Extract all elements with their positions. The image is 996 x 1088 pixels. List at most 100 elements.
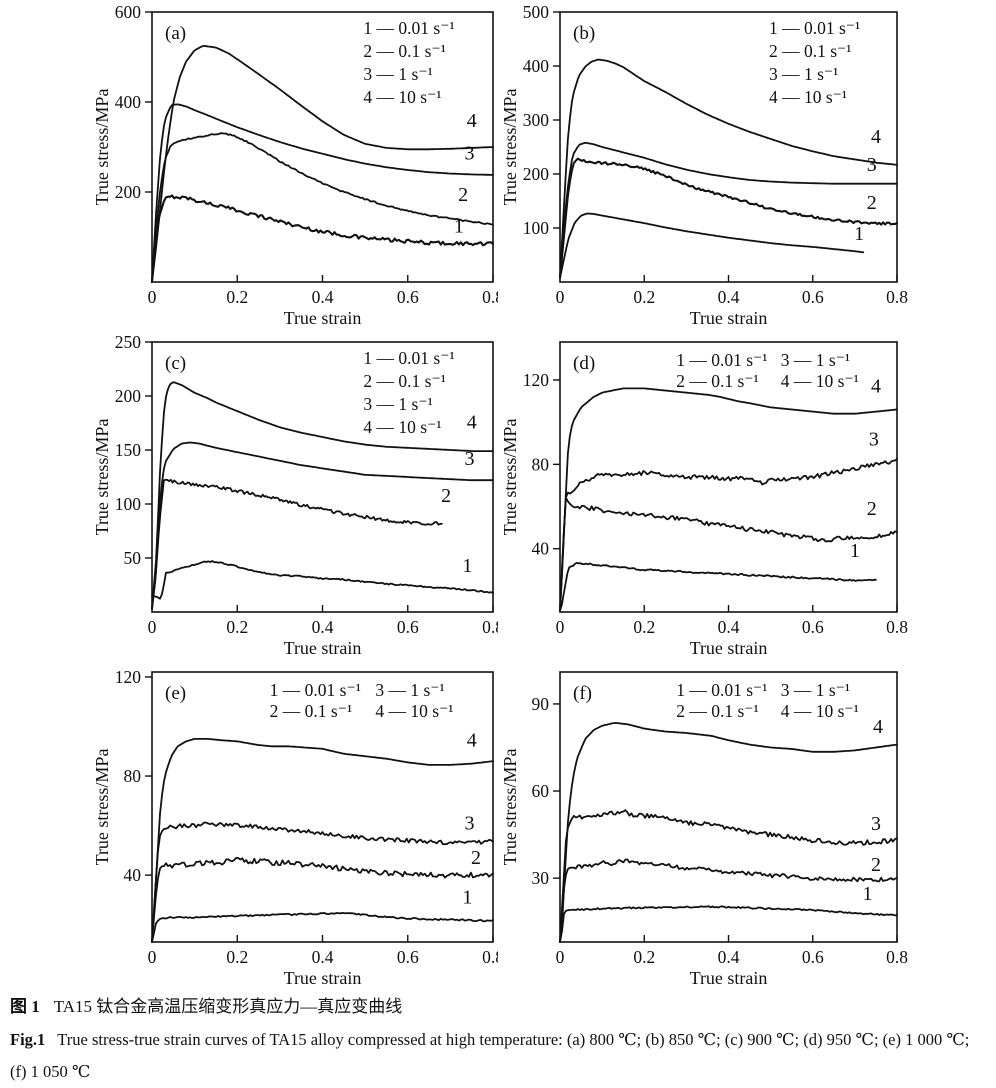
legend: 1 — 0.01 s⁻¹2 — 0.1 s⁻¹3 — 1 s⁻¹4 — 10 s…	[676, 350, 859, 391]
curve-label-f-1: 1	[863, 883, 873, 905]
chart-a: 0 0.2 0.4 0.6 0.8 True strain 200 400 600 True st…	[92, 2, 498, 328]
curve-label-a-3: 3	[465, 143, 475, 165]
x-tick-label: 0.6	[397, 287, 419, 307]
curve-label-d-2: 2	[867, 498, 877, 520]
x-tick-label: 0.6	[397, 947, 419, 967]
x-tick-label: 0.8	[886, 617, 908, 637]
curve-label-b-1: 1	[854, 223, 864, 245]
legend-entry-1: 1 — 0.01 s⁻¹	[676, 680, 767, 700]
curve-label-a-4: 4	[467, 110, 477, 132]
curve-e-1	[151, 912, 494, 943]
y-tick-label: 200	[115, 386, 142, 406]
legend-entry-2: 2 — 0.1 s⁻¹	[676, 371, 759, 391]
curve-c-2	[151, 478, 443, 610]
y-axis: 100 200 300 400 500 True stress/MPa	[500, 2, 560, 238]
curve-f-3	[559, 809, 898, 943]
y-tick-label: 200	[115, 182, 142, 202]
legend-entry-2: 2 — 0.1 s⁻¹	[363, 371, 446, 391]
curve-label-d-3: 3	[869, 428, 879, 450]
legend-entry-3: 3 — 1 s⁻¹	[363, 64, 432, 84]
legend-entry-1: 1 — 0.01 s⁻¹	[363, 348, 454, 368]
curve-label-c-3: 3	[465, 448, 475, 470]
curve-b-3	[559, 141, 898, 279]
curve-a-4	[151, 45, 494, 283]
y-tick-label: 40	[532, 539, 550, 559]
y-axis: 50 100 150 200 250 True stress/MPa	[92, 332, 152, 568]
y-tick-label: 30	[532, 868, 550, 888]
curve-label-b-2: 2	[867, 192, 877, 214]
legend-entry-4: 4 — 10 s⁻¹	[781, 701, 859, 721]
curve-f-4	[559, 722, 898, 943]
y-tick-label: 50	[124, 548, 142, 568]
chart-cell-d: 0 0.2 0.4 0.6 0.8 True strain 40 80 120 True stre…	[498, 330, 996, 660]
curve-e-2	[151, 857, 494, 943]
x-tick-label: 0.4	[312, 287, 334, 307]
legend-entry-3: 3 — 1 s⁻¹	[769, 64, 838, 84]
chart-c: 0 0.2 0.4 0.6 0.8 True strain 50 100 150 200 250 Tr…	[92, 332, 498, 658]
legend-entry-3: 3 — 1 s⁻¹	[781, 350, 850, 370]
x-axis: 0 0.2 0.4 0.6 0.8 True strain	[148, 275, 498, 328]
legend-entry-4: 4 — 10 s⁻¹	[363, 87, 441, 107]
curve-f-2	[559, 858, 898, 943]
panel-label: (f)	[573, 683, 592, 704]
y-tick-label: 60	[532, 781, 550, 801]
y-tick-label: 100	[115, 494, 142, 514]
x-axis: 0 0.2 0.4 0.6 0.8 True strain	[148, 935, 498, 988]
caption-chinese: 图 1 TA15 钛合金高温压缩变形真应力—真应变曲线	[10, 992, 986, 1017]
curve-b-2	[558, 157, 899, 279]
curve-c-3	[151, 441, 494, 610]
x-tick-label: 0.2	[226, 947, 248, 967]
chart-f: 0 0.2 0.4 0.6 0.8 True strain 30 60 90 True stres…	[500, 671, 908, 988]
curve-d-2	[559, 496, 898, 612]
curve-label-e-4: 4	[467, 729, 477, 751]
y-axis: 40 80 120 True stress/MPa	[92, 667, 152, 885]
curve-label-f-4: 4	[873, 716, 883, 738]
y-tick-label: 400	[523, 56, 550, 76]
legend: 1 — 0.01 s⁻¹2 — 0.1 s⁻¹3 — 1 s⁻¹4 — 10 s…	[769, 18, 860, 107]
x-tick-label: 0	[556, 617, 565, 637]
legend-entry-2: 2 — 0.1 s⁻¹	[363, 41, 446, 61]
chart-cell-b: 0 0.2 0.4 0.6 0.8 True strain 100 200 300 400 500 T…	[498, 0, 996, 330]
x-tick-label: 0	[556, 947, 565, 967]
x-tick-label: 0.8	[482, 947, 498, 967]
x-tick-label: 0.2	[226, 287, 248, 307]
legend: 1 — 0.01 s⁻¹2 — 0.1 s⁻¹ 3 — 1 s⁻¹4 — 10 s…	[676, 680, 859, 721]
y-axis-title: True stress/MPa	[500, 749, 520, 866]
panel-label: (a)	[165, 23, 186, 44]
y-tick-label: 600	[115, 2, 142, 22]
curve-label-e-1: 1	[462, 887, 472, 909]
curve-a-2	[151, 132, 494, 283]
y-axis-title: True stress/MPa	[92, 419, 112, 536]
legend-entry-4: 4 — 10 s⁻¹	[363, 417, 441, 437]
y-axis: 30 60 90 True stress/MPa	[500, 694, 560, 888]
x-tick-label: 0	[148, 287, 157, 307]
x-tick-label: 0	[148, 947, 157, 967]
x-axis: 0 0.2 0.4 0.6 0.8 True strain	[556, 605, 908, 658]
y-tick-label: 40	[124, 865, 142, 885]
x-tick-label: 0.8	[886, 287, 908, 307]
caption-english: Fig.1 True stress-true strain curves of T…	[10, 1024, 986, 1088]
panel-label: (d)	[573, 353, 595, 374]
curve-a-3	[151, 103, 494, 283]
legend-entry-3: 3 — 1 s⁻¹	[781, 680, 850, 700]
panel-label: (c)	[165, 353, 186, 374]
curve-label-d-4: 4	[871, 376, 881, 398]
legend: 1 — 0.01 s⁻¹ 2 — 0.1 s⁻¹ 3 — 1 s⁻¹ 4 — 10 s…	[363, 348, 454, 437]
legend-entry-2: 2 — 0.1 s⁻¹	[676, 701, 759, 721]
y-tick-label: 80	[124, 766, 142, 786]
legend: 1 — 0.01 s⁻¹2 — 0.1 s⁻¹3 — 1 s⁻¹4 — 10 s…	[270, 680, 454, 721]
curve-label-d-1: 1	[850, 540, 860, 562]
x-tick-label: 0.8	[482, 617, 498, 637]
legend-entry-3: 3 — 1 s⁻¹	[363, 394, 432, 414]
x-tick-label: 0.2	[633, 947, 655, 967]
chart-d: 0 0.2 0.4 0.6 0.8 True strain 40 80 120 True stre…	[500, 341, 908, 658]
curve-f-1	[559, 905, 898, 943]
chart-cell-f: 0 0.2 0.4 0.6 0.8 True strain 30 60 90 True stres…	[498, 660, 996, 990]
y-axis: 200 400 600 True stress/MPa	[92, 2, 152, 205]
y-tick-label: 150	[115, 440, 142, 460]
x-tick-label: 0.4	[718, 617, 740, 637]
y-axis: 40 80 120 True stress/MPa	[500, 370, 560, 559]
y-tick-label: 90	[532, 694, 550, 714]
caption-zh-text: TA15 钛合金高温压缩变形真应力—真应变曲线	[53, 997, 403, 1016]
